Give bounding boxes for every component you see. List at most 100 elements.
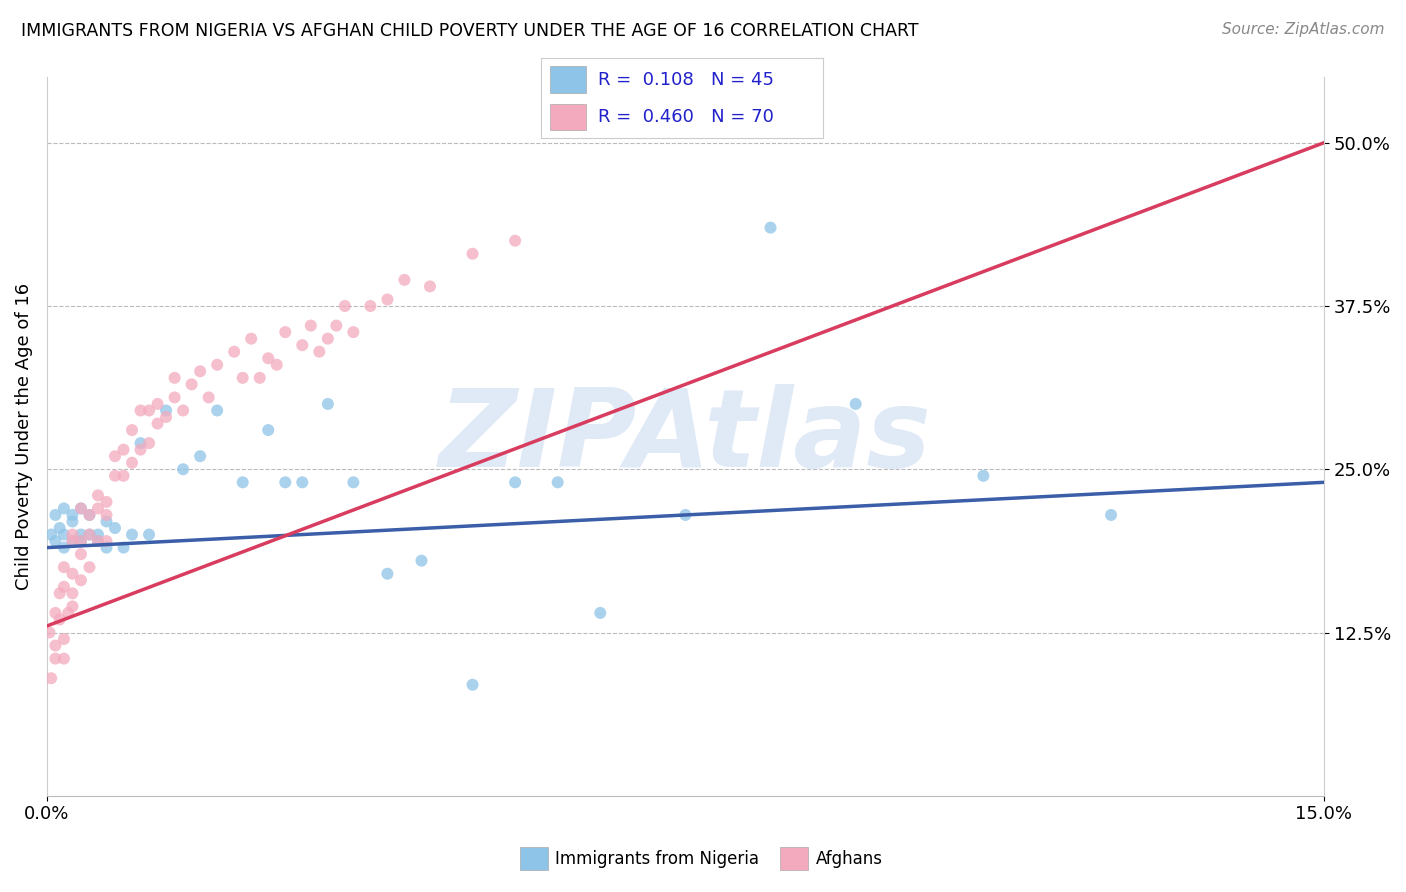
- Text: Immigrants from Nigeria: Immigrants from Nigeria: [555, 850, 759, 868]
- Point: [1099, 508, 1122, 522]
- Point: [316, 397, 339, 411]
- Point: [129, 442, 152, 457]
- Point: [48, 612, 70, 626]
- Point: [180, 377, 202, 392]
- Point: [461, 678, 484, 692]
- Point: [39, 527, 62, 541]
- Point: [121, 423, 143, 437]
- Point: [87, 527, 110, 541]
- Point: [138, 403, 160, 417]
- Point: [62, 566, 84, 581]
- Point: [232, 475, 254, 490]
- Point: [188, 364, 211, 378]
- Point: [547, 475, 569, 490]
- Text: ZIPAtlas: ZIPAtlas: [439, 384, 932, 490]
- Point: [87, 501, 110, 516]
- Point: [52, 632, 75, 646]
- Point: [377, 293, 399, 307]
- Point: [155, 409, 177, 424]
- Point: [79, 527, 101, 541]
- Point: [972, 468, 994, 483]
- Point: [589, 606, 612, 620]
- Point: [70, 574, 93, 588]
- Point: [96, 515, 118, 529]
- Point: [52, 541, 75, 555]
- Point: [79, 508, 101, 522]
- Point: [205, 403, 228, 417]
- Point: [172, 462, 194, 476]
- Point: [759, 220, 782, 235]
- Point: [62, 527, 84, 541]
- Point: [112, 442, 135, 457]
- Point: [377, 566, 399, 581]
- Point: [146, 417, 169, 431]
- Point: [121, 527, 143, 541]
- Point: [87, 534, 110, 549]
- Point: [274, 325, 297, 339]
- Point: [172, 403, 194, 417]
- Point: [70, 501, 93, 516]
- Point: [240, 332, 263, 346]
- Point: [62, 508, 84, 522]
- Point: [359, 299, 381, 313]
- Point: [503, 475, 526, 490]
- Point: [96, 541, 118, 555]
- Point: [232, 371, 254, 385]
- Point: [104, 468, 127, 483]
- Point: [291, 475, 314, 490]
- Point: [325, 318, 347, 333]
- Point: [121, 456, 143, 470]
- Point: [461, 246, 484, 260]
- Point: [394, 273, 416, 287]
- Point: [62, 599, 84, 614]
- Point: [52, 651, 75, 665]
- Text: IMMIGRANTS FROM NIGERIA VS AFGHAN CHILD POVERTY UNDER THE AGE OF 16 CORRELATION : IMMIGRANTS FROM NIGERIA VS AFGHAN CHILD …: [21, 22, 918, 40]
- Point: [104, 449, 127, 463]
- Point: [62, 534, 84, 549]
- Point: [249, 371, 271, 385]
- Point: [39, 671, 62, 685]
- Point: [62, 515, 84, 529]
- Point: [52, 580, 75, 594]
- Point: [138, 436, 160, 450]
- Point: [79, 560, 101, 574]
- Point: [62, 586, 84, 600]
- Point: [87, 534, 110, 549]
- Point: [44, 606, 66, 620]
- Point: [38, 625, 60, 640]
- Point: [146, 397, 169, 411]
- Point: [138, 527, 160, 541]
- Point: [419, 279, 441, 293]
- Point: [96, 508, 118, 522]
- Point: [70, 501, 93, 516]
- Point: [299, 318, 322, 333]
- Point: [96, 534, 118, 549]
- Point: [155, 403, 177, 417]
- Point: [112, 541, 135, 555]
- Point: [104, 521, 127, 535]
- Text: R =  0.460   N = 70: R = 0.460 N = 70: [598, 108, 773, 126]
- Point: [224, 344, 246, 359]
- Point: [56, 606, 79, 620]
- Point: [205, 358, 228, 372]
- Point: [62, 534, 84, 549]
- Point: [257, 423, 280, 437]
- FancyBboxPatch shape: [550, 103, 586, 130]
- Text: Source: ZipAtlas.com: Source: ZipAtlas.com: [1222, 22, 1385, 37]
- Point: [188, 449, 211, 463]
- Y-axis label: Child Poverty Under the Age of 16: Child Poverty Under the Age of 16: [15, 283, 32, 591]
- Point: [52, 527, 75, 541]
- Point: [70, 527, 93, 541]
- Point: [266, 358, 288, 372]
- Text: R =  0.108   N = 45: R = 0.108 N = 45: [598, 70, 773, 88]
- Point: [96, 495, 118, 509]
- Point: [673, 508, 696, 522]
- Point: [52, 501, 75, 516]
- Point: [44, 508, 66, 522]
- Point: [291, 338, 314, 352]
- Point: [44, 534, 66, 549]
- Point: [257, 351, 280, 366]
- Point: [48, 521, 70, 535]
- Point: [342, 325, 364, 339]
- Point: [274, 475, 297, 490]
